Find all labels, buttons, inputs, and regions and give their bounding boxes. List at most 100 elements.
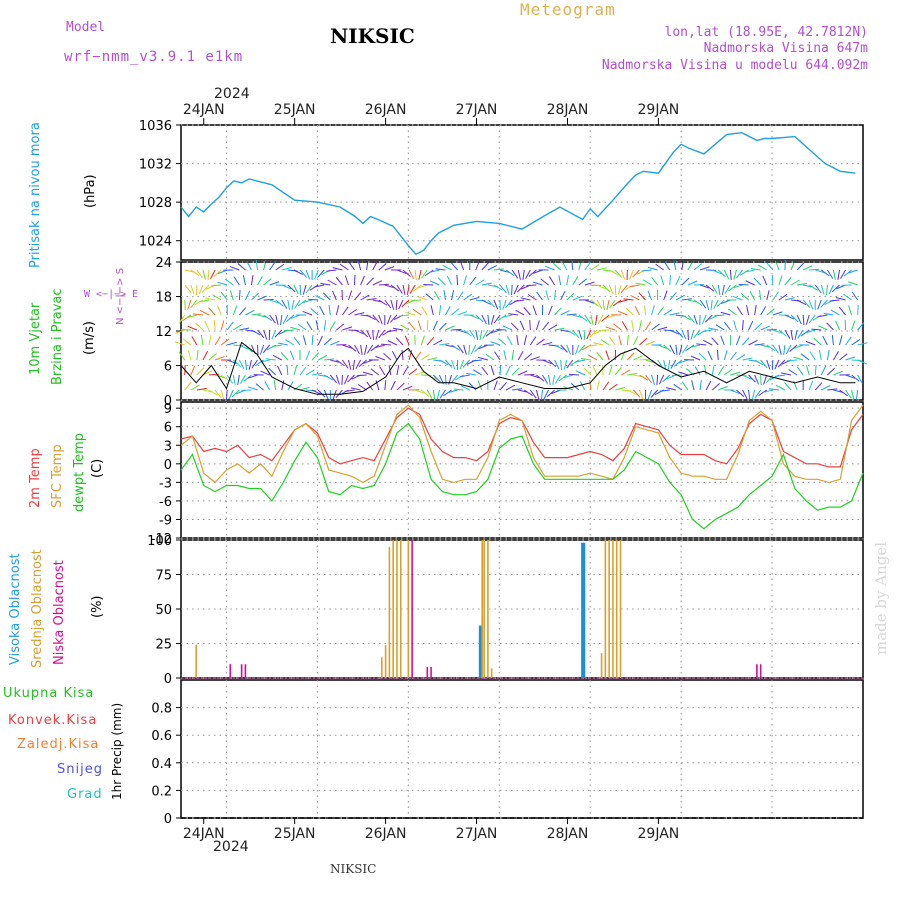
- wind-barb: [588, 354, 598, 361]
- wind-barb: [690, 329, 695, 340]
- wind-barb: [571, 260, 574, 271]
- wind-barb: [502, 325, 513, 331]
- wind-barb: [347, 374, 355, 383]
- wind-barb: [378, 263, 387, 271]
- wind-barb: [540, 389, 543, 400]
- wind-barb: [330, 340, 340, 346]
- wind-barb: [857, 374, 864, 384]
- wind-barb: [271, 344, 282, 348]
- wind-barb: [450, 262, 458, 271]
- wind-barb: [470, 344, 477, 355]
- wind-barb: [766, 290, 770, 301]
- wind-barb: [536, 374, 545, 382]
- wind-barb: [845, 356, 856, 361]
- wind-barb: [742, 374, 752, 380]
- wind-barb: [302, 299, 313, 304]
- wind-barb: [707, 350, 713, 361]
- wind-barb: [705, 299, 710, 310]
- wind-barb: [196, 367, 205, 376]
- wind-barb: [524, 373, 535, 376]
- wind-barb: [435, 268, 446, 271]
- wind-barb: [839, 389, 848, 397]
- wind-barb: [665, 387, 676, 391]
- wind-barb: [212, 294, 222, 301]
- wind-barb: [263, 329, 268, 340]
- wind-barb: [517, 351, 524, 361]
- wind-barb: [200, 335, 204, 346]
- year-bottom: 2024: [213, 839, 249, 855]
- wind-barb: [232, 374, 236, 385]
- wind-barb: [451, 328, 462, 331]
- wind-barb: [808, 284, 818, 291]
- wind-barb: [396, 382, 405, 391]
- wind-barb: [379, 366, 386, 376]
- wind-barb: [705, 284, 715, 292]
- wind-barb: [760, 344, 771, 348]
- wind-barb: [667, 359, 671, 370]
- wind-barb: [590, 284, 601, 287]
- y-tick-label: 0.2: [151, 784, 172, 799]
- wind-barb: [602, 299, 605, 310]
- wind-barb: [703, 339, 713, 346]
- wind-barb: [693, 299, 703, 307]
- year-top: 2024: [214, 86, 250, 102]
- wind-barb: [681, 277, 690, 286]
- wind-barb: [599, 329, 610, 332]
- wind-barb: [857, 342, 868, 346]
- wind-barb: [393, 327, 404, 331]
- wind-barb: [417, 284, 428, 289]
- wind-barb: [681, 381, 689, 391]
- wind-barb: [293, 284, 299, 295]
- wind-barb: [375, 355, 386, 361]
- wind-barb: [390, 284, 400, 292]
- y-tick-label: -12: [151, 532, 172, 547]
- wind-barb: [583, 329, 586, 341]
- wind-barb: [720, 311, 731, 316]
- wind-barb: [642, 279, 652, 286]
- wind-barb: [721, 284, 725, 295]
- wind-barb: [530, 374, 541, 379]
- wind-barb: [580, 358, 592, 361]
- wind-barb: [329, 374, 337, 384]
- wind-barb: [335, 276, 343, 286]
- wind-barb: [729, 351, 737, 361]
- wind-barb: [237, 263, 246, 271]
- wind-barb: [527, 294, 537, 301]
- wind-barb: [357, 260, 362, 271]
- wind-barb: [758, 290, 762, 301]
- wind-barb: [608, 383, 618, 391]
- wind-barb: [678, 359, 689, 364]
- wind-barb: [360, 294, 370, 301]
- wind-barb: [575, 359, 586, 363]
- wind-barb: [793, 344, 804, 349]
- wind-barb: [605, 326, 616, 331]
- x-tick-label-bottom: 27JAN: [456, 826, 498, 842]
- wind-barb: [213, 269, 222, 278]
- wind-barb: [444, 374, 447, 386]
- wind-barb: [439, 389, 446, 399]
- wind-barb: [277, 365, 283, 376]
- wind-barb: [812, 314, 822, 321]
- wind-barb: [848, 305, 853, 316]
- wind-barb: [414, 351, 422, 361]
- wind-barb: [506, 335, 513, 346]
- wind-barb: [499, 382, 507, 391]
- wind-barb: [690, 355, 701, 361]
- wind-barb: [320, 282, 331, 286]
- wind-barb: [855, 389, 859, 400]
- wind-barb: [572, 329, 580, 339]
- wind-barb: [196, 350, 199, 361]
- wind-barb: [699, 266, 710, 271]
- wind-barb: [634, 305, 640, 316]
- wind-barb: [532, 305, 537, 316]
- wind-barb: [831, 284, 840, 293]
- wind-barb: [797, 329, 804, 339]
- wind-barb: [572, 276, 579, 286]
- wind-barb: [639, 337, 648, 346]
- wind-barb: [420, 335, 425, 346]
- wind-barb: [647, 389, 653, 400]
- wind-barb: [542, 321, 550, 331]
- footer-station: NIKSIC: [330, 862, 377, 876]
- wind-barb: [529, 319, 531, 331]
- wind-barb: [201, 284, 210, 293]
